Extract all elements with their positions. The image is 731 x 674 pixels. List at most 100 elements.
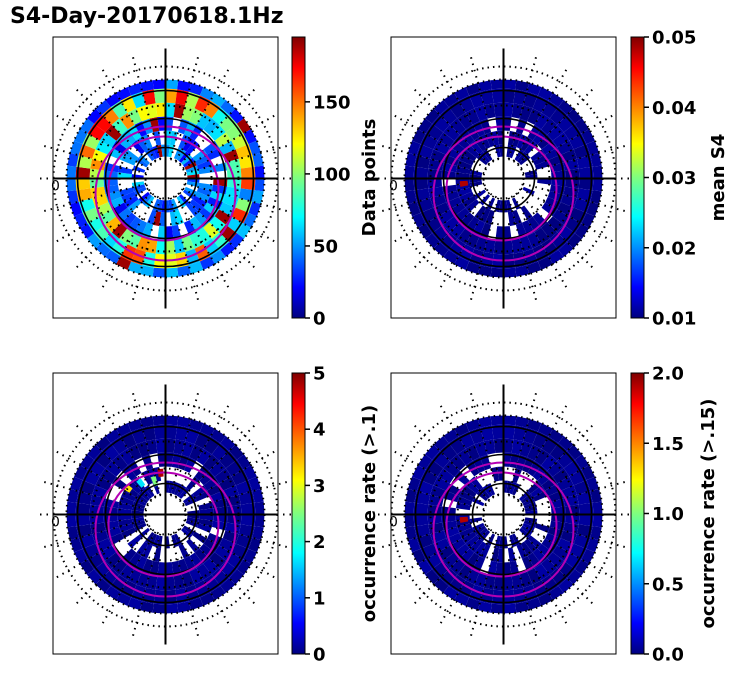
heatmap-cell	[503, 415, 517, 426]
heatmap-cell	[479, 134, 491, 150]
heatmap-cell	[189, 108, 204, 125]
heatmap-cell	[519, 154, 531, 166]
heatmap-cell	[433, 578, 449, 593]
heatmap-cell	[574, 454, 590, 470]
heatmap-cell	[210, 92, 226, 108]
heatmap-cell	[254, 514, 265, 528]
heatmap-cell	[459, 516, 469, 523]
heatmap-cell	[236, 118, 252, 134]
heatmap-cell	[497, 130, 504, 145]
heatmap-cell	[101, 107, 120, 125]
heatmap-cell	[569, 133, 587, 150]
heatmap-cell	[465, 82, 481, 96]
heatmap-cell	[491, 88, 504, 104]
heatmap-cell	[209, 124, 226, 141]
heatmap-cell	[549, 568, 568, 586]
heatmap-cell	[127, 535, 142, 549]
heatmap-cell	[199, 514, 214, 521]
heatmap-cell	[149, 560, 160, 576]
heatmap-cell	[449, 454, 466, 471]
heatmap-cell	[153, 130, 162, 146]
heatmap-cell	[252, 526, 264, 541]
heatmap-cell	[67, 488, 79, 503]
heatmap-cell	[189, 444, 204, 461]
heatmap-cell	[472, 497, 485, 507]
heatmap-cell	[254, 165, 265, 179]
heatmap-cell	[69, 476, 83, 492]
heatmap-cell	[110, 436, 128, 455]
heatmap-cell	[534, 448, 550, 466]
heatmap-cell	[433, 140, 450, 155]
heatmap-cell	[111, 454, 128, 471]
heatmap-cell	[138, 154, 150, 166]
colorbar-tick-label: 2	[313, 532, 326, 553]
heatmap-cell	[474, 571, 488, 588]
heatmap-cell	[231, 469, 249, 486]
heatmap-cell	[567, 233, 582, 249]
heatmap-cell	[214, 468, 232, 484]
heatmap-cell	[495, 562, 504, 577]
heatmap-cell	[110, 100, 128, 119]
heatmap-cell	[459, 180, 469, 187]
heatmap-cell	[136, 235, 150, 252]
heatmap-cell	[188, 261, 204, 275]
figure-title: S4-Day-20170618.1Hz	[10, 4, 284, 29]
heatmap-cell	[592, 501, 603, 515]
heatmap-cell	[521, 525, 533, 536]
heatmap-cell	[183, 493, 195, 504]
heatmap-cell	[404, 165, 415, 179]
heatmap-cell	[177, 265, 192, 277]
heatmap-cell	[141, 194, 153, 206]
heatmap-cell	[590, 526, 602, 541]
heatmap-cell	[581, 548, 595, 564]
colorbar-tick-label: 100	[313, 164, 351, 185]
oval-inner-curve	[445, 135, 558, 242]
heatmap-cell	[248, 476, 262, 492]
axes-frame	[52, 36, 279, 319]
heatmap-cell	[515, 80, 530, 92]
heatmap-cell	[557, 538, 574, 553]
heatmap-cell	[558, 242, 574, 257]
heatmap-cell	[243, 129, 257, 145]
heatmap-cell	[248, 201, 262, 217]
heatmap-cell	[152, 415, 166, 426]
heatmap-cell	[586, 476, 600, 492]
heatmap-cell	[95, 242, 111, 257]
heatmap-cell	[94, 450, 112, 469]
heatmap-cell	[404, 514, 415, 528]
heatmap-cell	[240, 166, 256, 179]
heatmap-cell	[181, 527, 193, 539]
heatmap-cell	[183, 189, 195, 200]
heatmap-cell	[557, 450, 575, 469]
heatmap-cell	[103, 514, 118, 523]
heatmap-cell	[454, 423, 470, 437]
heatmap-cell	[413, 178, 429, 191]
heatmap-cell	[432, 114, 450, 133]
heatmap-cell	[514, 149, 525, 161]
heatmap-cell	[99, 132, 117, 148]
heatmap-cell	[87, 444, 102, 460]
heatmap-cell	[203, 222, 220, 239]
heatmap-cell	[119, 227, 135, 245]
heatmap-cell	[127, 82, 143, 96]
heatmap-cell	[87, 569, 102, 585]
heatmap-cell	[199, 87, 215, 101]
heatmap-cell	[219, 560, 237, 579]
heatmap-cell	[534, 563, 550, 581]
heatmap-cell	[413, 166, 429, 179]
heatmap-cell	[547, 124, 564, 141]
heatmap-cell	[165, 102, 176, 117]
heatmap-cell	[522, 497, 535, 507]
heatmap-cell	[477, 265, 492, 277]
heatmap-cell	[210, 428, 226, 444]
heatmap-cell	[165, 424, 178, 440]
heatmap-cell	[171, 224, 182, 240]
heatmap-cell	[194, 431, 211, 449]
colorbar-tick-label: 0.5	[652, 574, 684, 595]
heatmap-cell	[465, 261, 481, 275]
colorbar	[291, 36, 306, 319]
heatmap-cell	[532, 154, 548, 166]
heatmap-cell	[214, 545, 232, 561]
heatmap-cell	[532, 244, 549, 262]
colorbar-tick-label: 4	[313, 420, 326, 441]
